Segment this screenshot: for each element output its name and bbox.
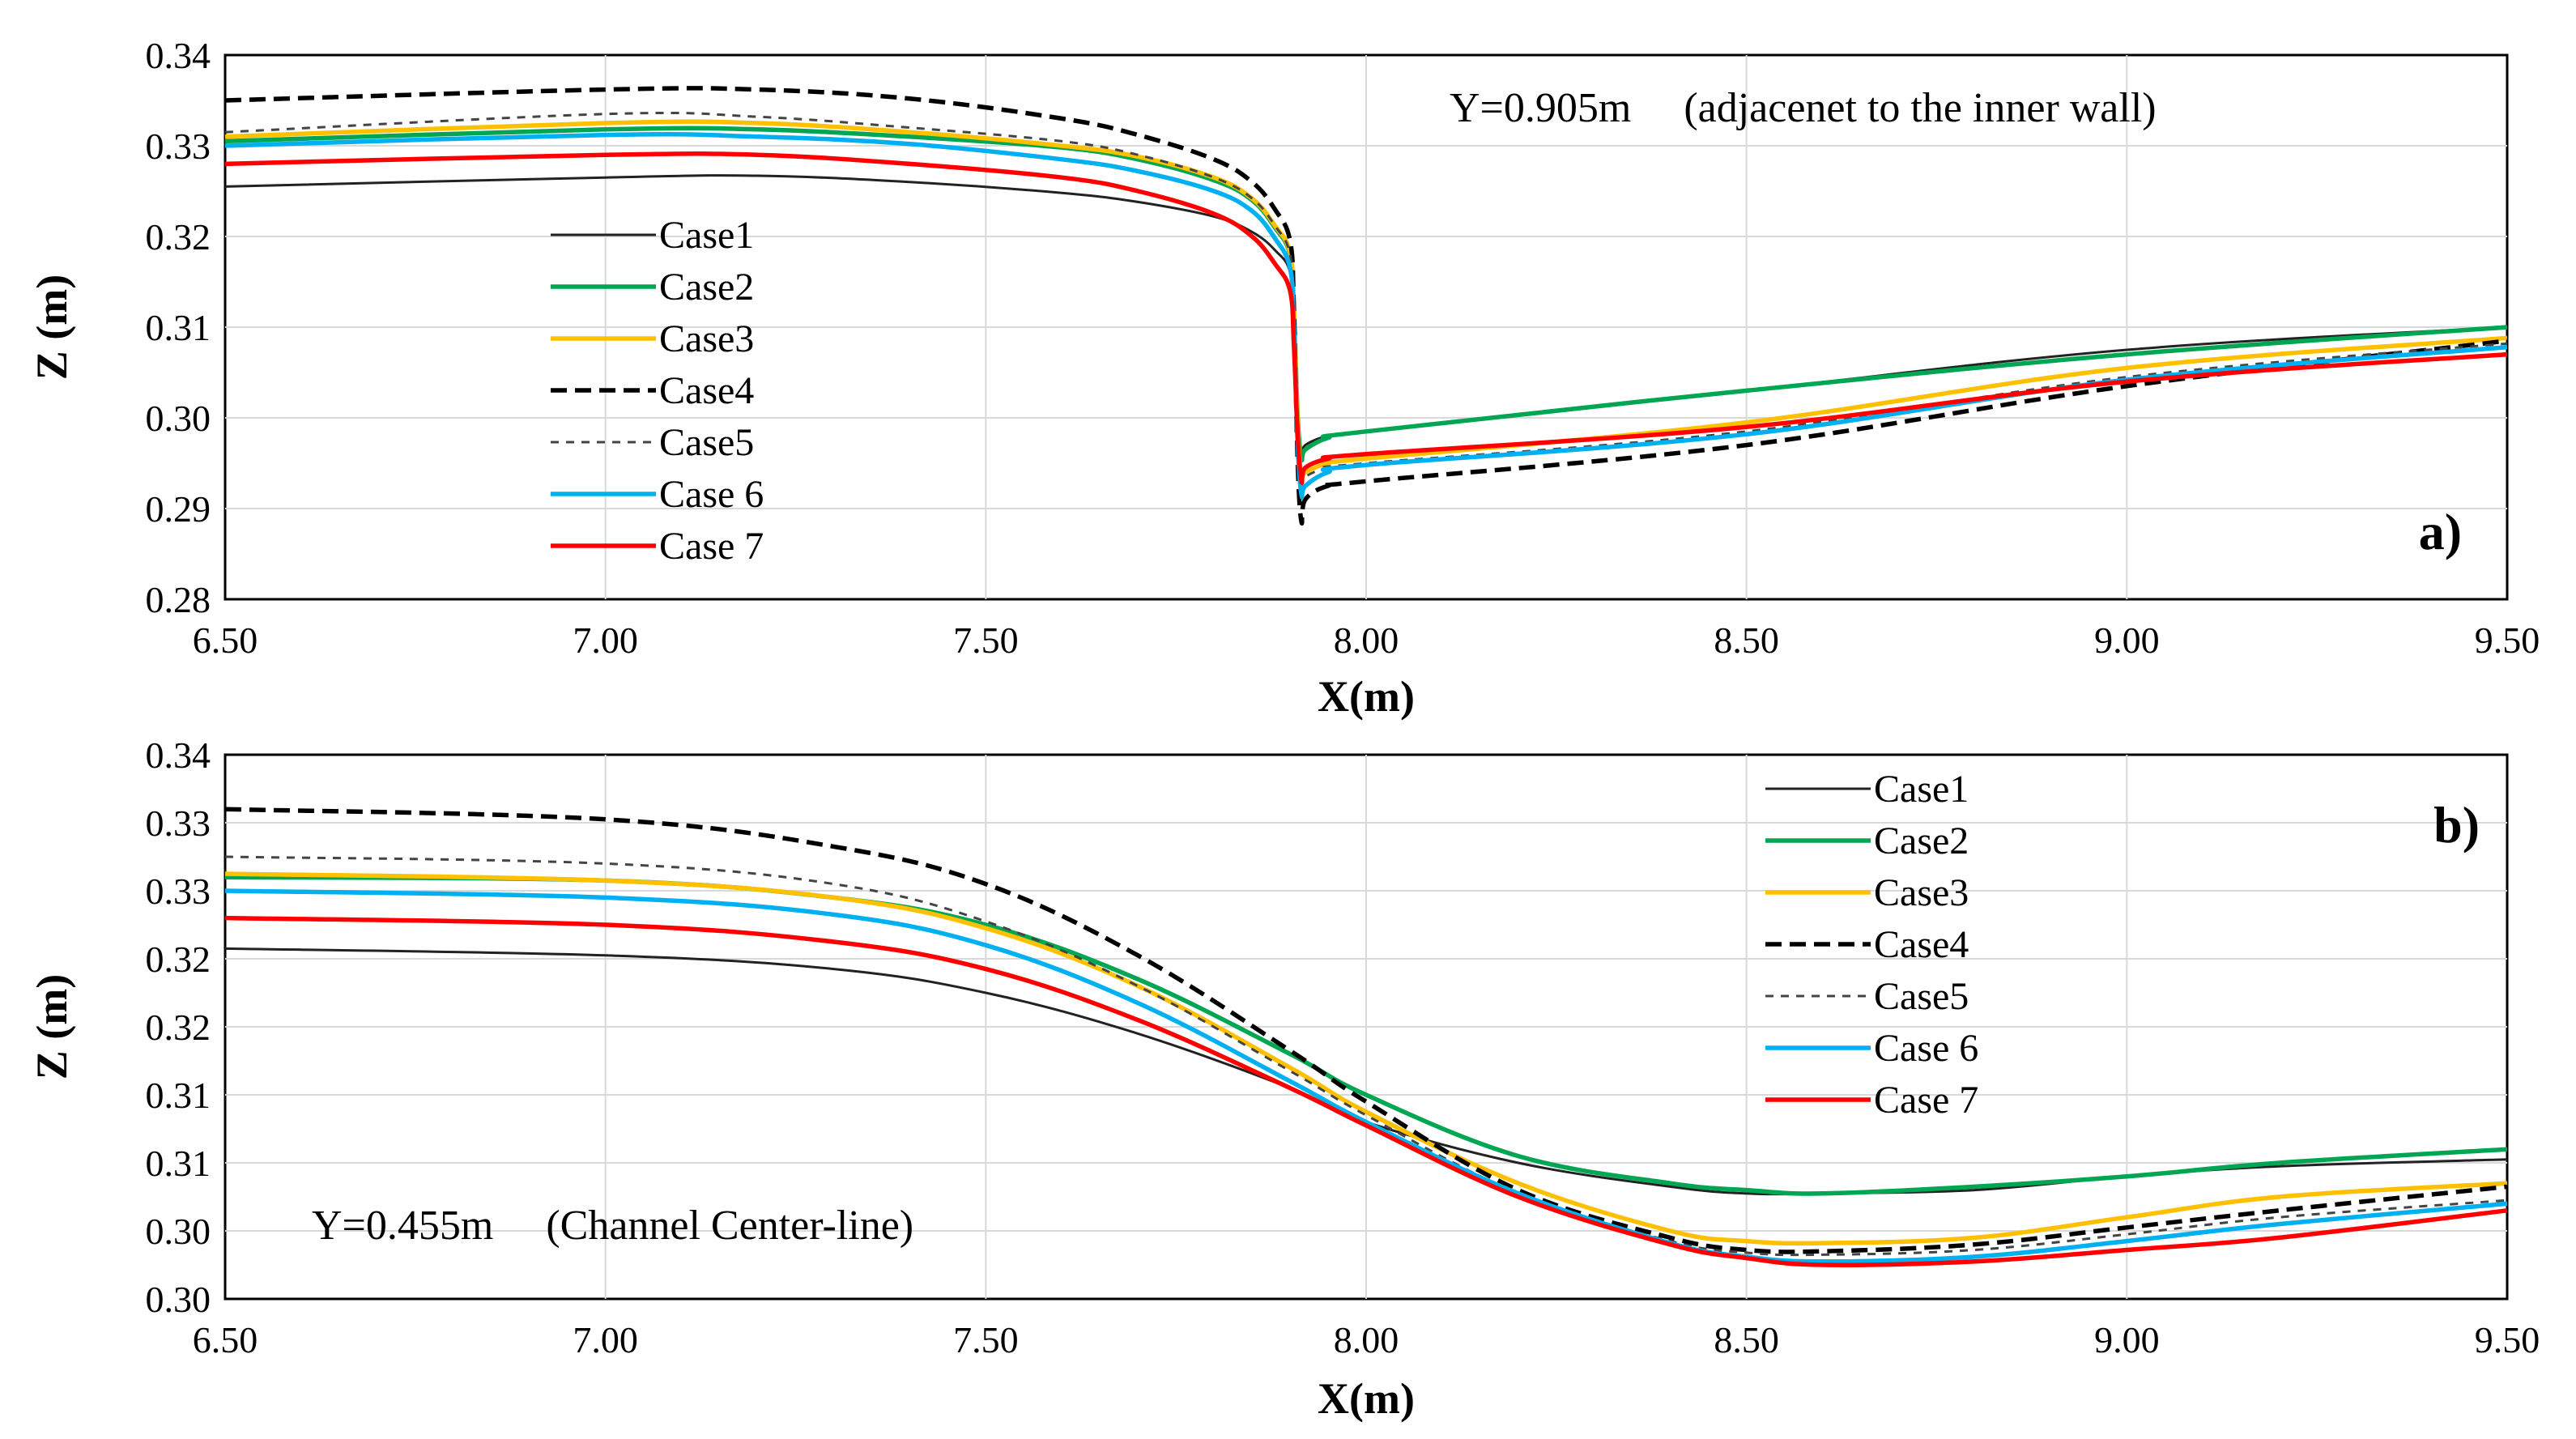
panel-a-legend: Case1 Case2 Case3 Case4 Case5 Case 6 Case 7 bbox=[551, 214, 764, 568]
panel-b-annotation: Y=0.455m (Channel Center-line) bbox=[312, 1203, 913, 1249]
panel-b-legend-label-2: Case2 bbox=[1874, 820, 1969, 862]
panel-b-y-tick-label: 0.32 bbox=[146, 939, 211, 980]
panel-b: 0.34 0.33 0.33 0.32 0.32 0.31 0.31 0.30 0.30 6.5… bbox=[28, 734, 2540, 1423]
panel-b-y-tick-label: 0.30 bbox=[146, 1211, 211, 1252]
panel-b-y-tick-label: 0.34 bbox=[146, 734, 211, 776]
panel-a-x-tick-label: 7.00 bbox=[573, 619, 638, 661]
panel-b-series-lines bbox=[224, 807, 2508, 1267]
panel-b-legend-label-5: Case5 bbox=[1874, 975, 1969, 1018]
panel-a-y-tick-labels: 0.34 0.33 0.32 0.31 0.30 0.29 0.28 bbox=[146, 35, 211, 620]
panel-b-x-tick-label: 8.00 bbox=[1334, 1319, 1399, 1360]
panel-b-y-tick-labels: 0.34 0.33 0.33 0.32 0.32 0.31 0.31 0.30 0.30 bbox=[146, 734, 211, 1320]
panel-b-series-line-5 bbox=[224, 855, 2508, 1257]
panel-b-y-tick-label: 0.30 bbox=[146, 1279, 211, 1320]
panel-a-legend-label-7: Case 7 bbox=[659, 525, 764, 568]
panel-b-legend-label-4: Case4 bbox=[1874, 923, 1969, 966]
panel-a-x-tick-label: 9.00 bbox=[2094, 619, 2160, 661]
panel-b-y-tick-label: 0.32 bbox=[146, 1007, 211, 1048]
panel-a-label: a) bbox=[2419, 503, 2462, 560]
panel-b-legend-label-3: Case3 bbox=[1874, 871, 1969, 914]
panel-b-legend-label-1: Case1 bbox=[1874, 768, 1969, 811]
panel-a-annotation: Y=0.905m (adjacenet to the inner wall) bbox=[1450, 85, 2157, 131]
panel-a-series-line-7 bbox=[224, 151, 2508, 485]
panel-a-x-axis-label: X(m) bbox=[1318, 672, 1415, 721]
panel-b-x-tick-labels: 6.50 7.00 7.50 8.00 8.50 9.00 9.50 bbox=[193, 1319, 2540, 1360]
panel-b-label: b) bbox=[2433, 796, 2480, 854]
panel-a-x-tick-label: 6.50 bbox=[193, 619, 258, 661]
panel-a-y-tick-label: 0.32 bbox=[146, 216, 211, 258]
panel-b-x-tick-label: 6.50 bbox=[193, 1319, 258, 1360]
panel-a-legend-label-2: Case2 bbox=[659, 266, 754, 309]
panel-a-y-tick-label: 0.33 bbox=[146, 126, 211, 167]
panel-b-legend: Case1 Case2 Case3 Case4 Case5 Case 6 Case 7 bbox=[1765, 768, 1978, 1122]
panel-a-series-lines bbox=[224, 86, 2508, 526]
panel-a-y-tick-label: 0.30 bbox=[146, 398, 211, 439]
panel-b-series-line-4 bbox=[224, 807, 2508, 1254]
panel-b-x-tick-label: 8.50 bbox=[1714, 1319, 1779, 1360]
panel-b-x-tick-label: 7.00 bbox=[573, 1319, 638, 1360]
panel-a-x-tick-label: 9.50 bbox=[2475, 619, 2540, 661]
panel-b-y-tick-label: 0.31 bbox=[146, 1075, 211, 1116]
panel-b-x-tick-label: 9.00 bbox=[2094, 1319, 2160, 1360]
panel-a-y-tick-label: 0.28 bbox=[146, 579, 211, 620]
panel-a-legend-label-4: Case4 bbox=[659, 369, 754, 412]
panel-b-legend-label-6: Case 6 bbox=[1874, 1027, 1978, 1070]
panel-b-series-line-6 bbox=[224, 888, 2508, 1264]
panel-a: 0.34 0.33 0.32 0.31 0.30 0.29 0.28 6.50 7.00 7.5… bbox=[28, 35, 2540, 721]
panel-b-y-tick-label: 0.33 bbox=[146, 803, 211, 844]
panel-b-gridlines bbox=[225, 755, 2507, 1299]
panel-a-y-tick-label: 0.29 bbox=[146, 488, 211, 530]
panel-a-legend-label-5: Case5 bbox=[659, 421, 754, 464]
panel-a-legend-label-6: Case 6 bbox=[659, 473, 764, 516]
panel-a-x-tick-label: 8.50 bbox=[1714, 619, 1779, 661]
panel-a-gridlines bbox=[225, 55, 2507, 599]
panel-a-y-axis-label: Z (m) bbox=[28, 275, 76, 380]
panel-a-legend-label-1: Case1 bbox=[659, 214, 754, 257]
panel-b-y-axis-label: Z (m) bbox=[28, 974, 76, 1079]
panel-a-x-tick-labels: 6.50 7.00 7.50 8.00 8.50 9.00 9.50 bbox=[193, 619, 2540, 661]
panel-a-x-tick-label: 8.00 bbox=[1334, 619, 1399, 661]
panel-b-x-tick-label: 7.50 bbox=[953, 1319, 1019, 1360]
panel-b-x-tick-label: 9.50 bbox=[2475, 1319, 2540, 1360]
panel-b-legend-label-7: Case 7 bbox=[1874, 1079, 1978, 1122]
panel-b-y-tick-label: 0.33 bbox=[146, 871, 211, 912]
panel-a-y-tick-label: 0.34 bbox=[146, 35, 211, 76]
panel-b-x-axis-label: X(m) bbox=[1318, 1374, 1415, 1423]
panel-a-legend-label-3: Case3 bbox=[659, 317, 754, 360]
panel-b-y-tick-label: 0.31 bbox=[146, 1143, 211, 1184]
panel-a-x-tick-label: 7.50 bbox=[953, 619, 1019, 661]
panel-a-y-tick-label: 0.31 bbox=[146, 307, 211, 348]
panel-b-series-line-7 bbox=[224, 915, 2508, 1267]
